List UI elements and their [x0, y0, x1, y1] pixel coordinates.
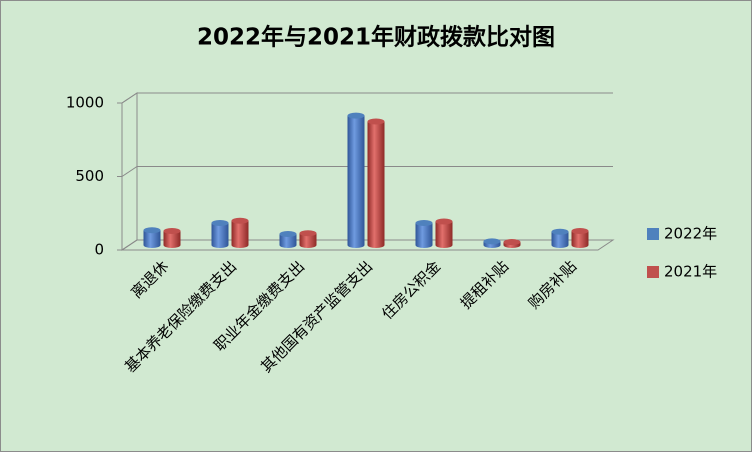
grid-line	[121, 166, 613, 177]
bar	[415, 222, 433, 245]
grid-line	[121, 92, 613, 104]
bar-top	[367, 118, 385, 125]
legend-label: 2022年	[664, 225, 717, 243]
bar	[143, 230, 161, 245]
bar	[163, 231, 181, 245]
bar	[231, 220, 249, 245]
bar	[279, 233, 297, 245]
grid-line	[121, 239, 613, 251]
bar-top	[435, 218, 453, 225]
bar-top	[415, 219, 433, 226]
legend-label: 2021年	[664, 263, 717, 281]
bar	[435, 221, 453, 245]
bar-top	[143, 227, 161, 234]
bar-top	[571, 228, 589, 235]
bar	[551, 231, 569, 245]
bar-top	[231, 217, 249, 224]
legend-swatch	[647, 266, 659, 278]
bar-top	[503, 239, 521, 246]
bar-top	[483, 238, 501, 245]
bar-top	[163, 228, 181, 235]
y-tick-label: 0	[94, 241, 104, 259]
bar	[347, 115, 365, 245]
y-tick-label: 500	[75, 167, 104, 185]
bar-top	[279, 230, 297, 237]
bar	[299, 233, 317, 245]
y-tick-label: 1000	[66, 94, 104, 112]
bar	[367, 121, 385, 245]
bar-top	[347, 112, 365, 119]
bar	[571, 231, 589, 245]
bar-top	[299, 230, 317, 237]
chart-title: 2022年与2021年财政拨款比对图	[197, 24, 555, 51]
bar	[211, 222, 229, 245]
bar-top	[211, 219, 229, 226]
bar-top	[551, 228, 569, 235]
legend-swatch	[647, 228, 659, 240]
